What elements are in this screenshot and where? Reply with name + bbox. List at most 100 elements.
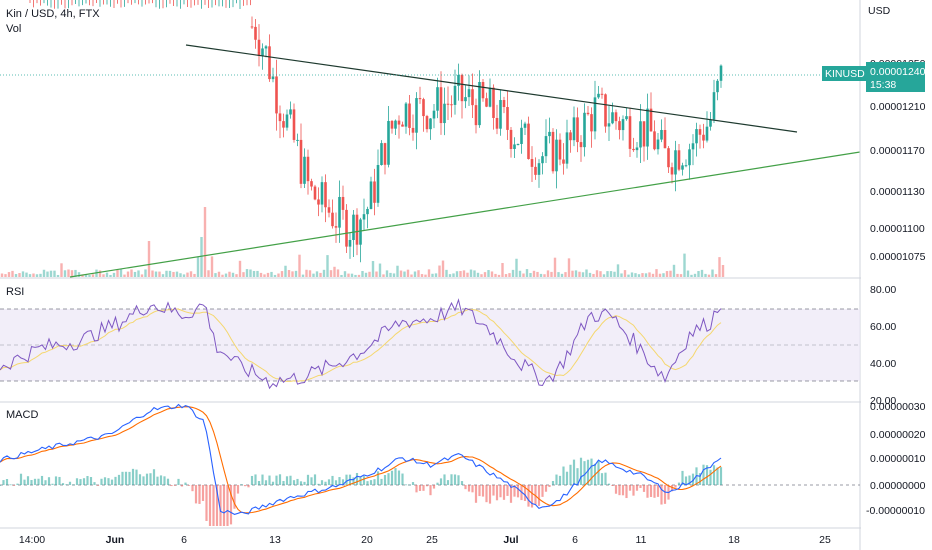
volume-bar xyxy=(7,272,11,277)
candle-body xyxy=(432,110,436,119)
volume-bar xyxy=(564,272,567,277)
macd-hist-bar xyxy=(219,485,222,526)
macd-hist-bar xyxy=(40,475,44,485)
macd-hist-bar xyxy=(89,477,93,485)
macd-hist-bar xyxy=(716,467,719,485)
price-tick: 0.00001100 xyxy=(870,223,925,235)
price-tag xyxy=(866,62,925,92)
macd-hist-bar xyxy=(173,485,177,486)
support-trendline[interactable] xyxy=(69,151,861,278)
macd-hist-bar xyxy=(551,481,555,485)
macd-hist-bar xyxy=(481,485,485,497)
macd-hist-bar xyxy=(576,468,579,485)
volume-bar xyxy=(252,270,256,277)
candle-body xyxy=(303,156,306,184)
macd-hist-bar xyxy=(12,485,16,486)
volume-bar xyxy=(630,272,634,277)
macd-hist-bar xyxy=(222,485,226,526)
volume-bar xyxy=(686,270,690,277)
volume-bar xyxy=(438,265,441,277)
time-tick: Jun xyxy=(106,534,125,546)
volume-bar xyxy=(18,273,21,277)
candle-body xyxy=(548,131,551,137)
macd-hist-bar xyxy=(37,478,40,485)
volume-bar xyxy=(532,270,536,277)
candle-body xyxy=(544,136,548,157)
volume-bar xyxy=(466,272,469,277)
macd-label: MACD xyxy=(6,409,38,421)
macd-hist-bar xyxy=(422,485,425,491)
volume-bar xyxy=(679,274,683,277)
macd-hist-bar xyxy=(145,473,149,485)
volume-bar xyxy=(308,270,312,277)
volume-bar xyxy=(620,273,623,277)
volume-bar xyxy=(123,274,126,277)
macd-hist-bar xyxy=(579,457,583,485)
volume-bar xyxy=(193,273,196,277)
macd-hist-bar xyxy=(586,459,590,485)
candle-body xyxy=(467,89,471,98)
macd-hist-bar xyxy=(506,485,509,496)
volume-bar xyxy=(21,271,25,277)
volume-bar xyxy=(497,274,501,277)
macd-hist-bar xyxy=(621,485,625,496)
volume-bar xyxy=(560,273,564,277)
volume-bar xyxy=(700,269,704,277)
macd-hist-bar xyxy=(96,485,100,486)
macd-hist-bar xyxy=(327,479,331,485)
macd-hist-bar xyxy=(345,474,348,485)
volume-bar xyxy=(434,273,438,277)
volume-bar xyxy=(658,273,662,277)
macd-hist-bar xyxy=(317,483,320,485)
volume-bar xyxy=(284,265,287,277)
volume-bar xyxy=(60,263,63,277)
macd-hist-bar xyxy=(653,485,656,498)
volume-bar xyxy=(39,273,42,277)
macd-hist-bar xyxy=(495,485,499,501)
macd-hist-bar xyxy=(243,485,247,487)
volume-bar xyxy=(609,271,613,277)
macd-hist-bar xyxy=(268,475,271,485)
rsi-label: RSI xyxy=(6,286,24,298)
volume-bar xyxy=(42,269,46,277)
volume-bar xyxy=(662,273,665,277)
macd-hist-bar xyxy=(408,484,411,486)
volume-bar xyxy=(452,273,455,277)
candle-body xyxy=(338,196,341,228)
volume-bar xyxy=(567,258,571,277)
macd-hist-bar xyxy=(128,471,131,485)
macd-hist-bar xyxy=(369,480,373,485)
candle-body xyxy=(681,165,684,170)
volume-bar xyxy=(347,273,350,277)
volume-bar xyxy=(546,270,550,277)
volume-bar xyxy=(655,269,658,277)
volume-bar xyxy=(644,273,648,277)
volume-bar xyxy=(137,270,140,277)
macd-hist-bar xyxy=(488,485,492,504)
volume-bar xyxy=(273,274,277,277)
macd-hist-bar xyxy=(635,485,639,491)
volume-bar xyxy=(207,270,210,277)
macd-hist-bar xyxy=(390,470,394,485)
macd-hist-bar xyxy=(404,484,408,486)
resistance-trendline[interactable] xyxy=(185,44,798,133)
volume-bar xyxy=(441,260,445,277)
price-tick: 0.00001170 xyxy=(870,145,925,157)
candle-body xyxy=(418,98,422,100)
macd-hist-bar xyxy=(418,485,422,491)
macd-hist-bar xyxy=(681,470,684,485)
macd-hist-bar xyxy=(674,485,677,488)
macd-hist-bar xyxy=(534,485,537,505)
macd-hist-bar xyxy=(142,476,145,485)
time-axis[interactable]: 14:00 Jun 6 13 20 25 Jul 6 11 18 25 xyxy=(19,534,831,546)
macd-hist-bar xyxy=(93,482,96,485)
macd-hist-bar xyxy=(478,485,481,497)
macd-hist-bar xyxy=(152,469,156,485)
candle-body xyxy=(590,114,593,132)
volume-bar xyxy=(399,270,403,277)
volume-bar xyxy=(371,261,375,277)
candle-body xyxy=(705,126,709,141)
volume-bar xyxy=(4,274,7,277)
candle-body xyxy=(408,103,411,128)
volume-bar xyxy=(235,274,238,277)
